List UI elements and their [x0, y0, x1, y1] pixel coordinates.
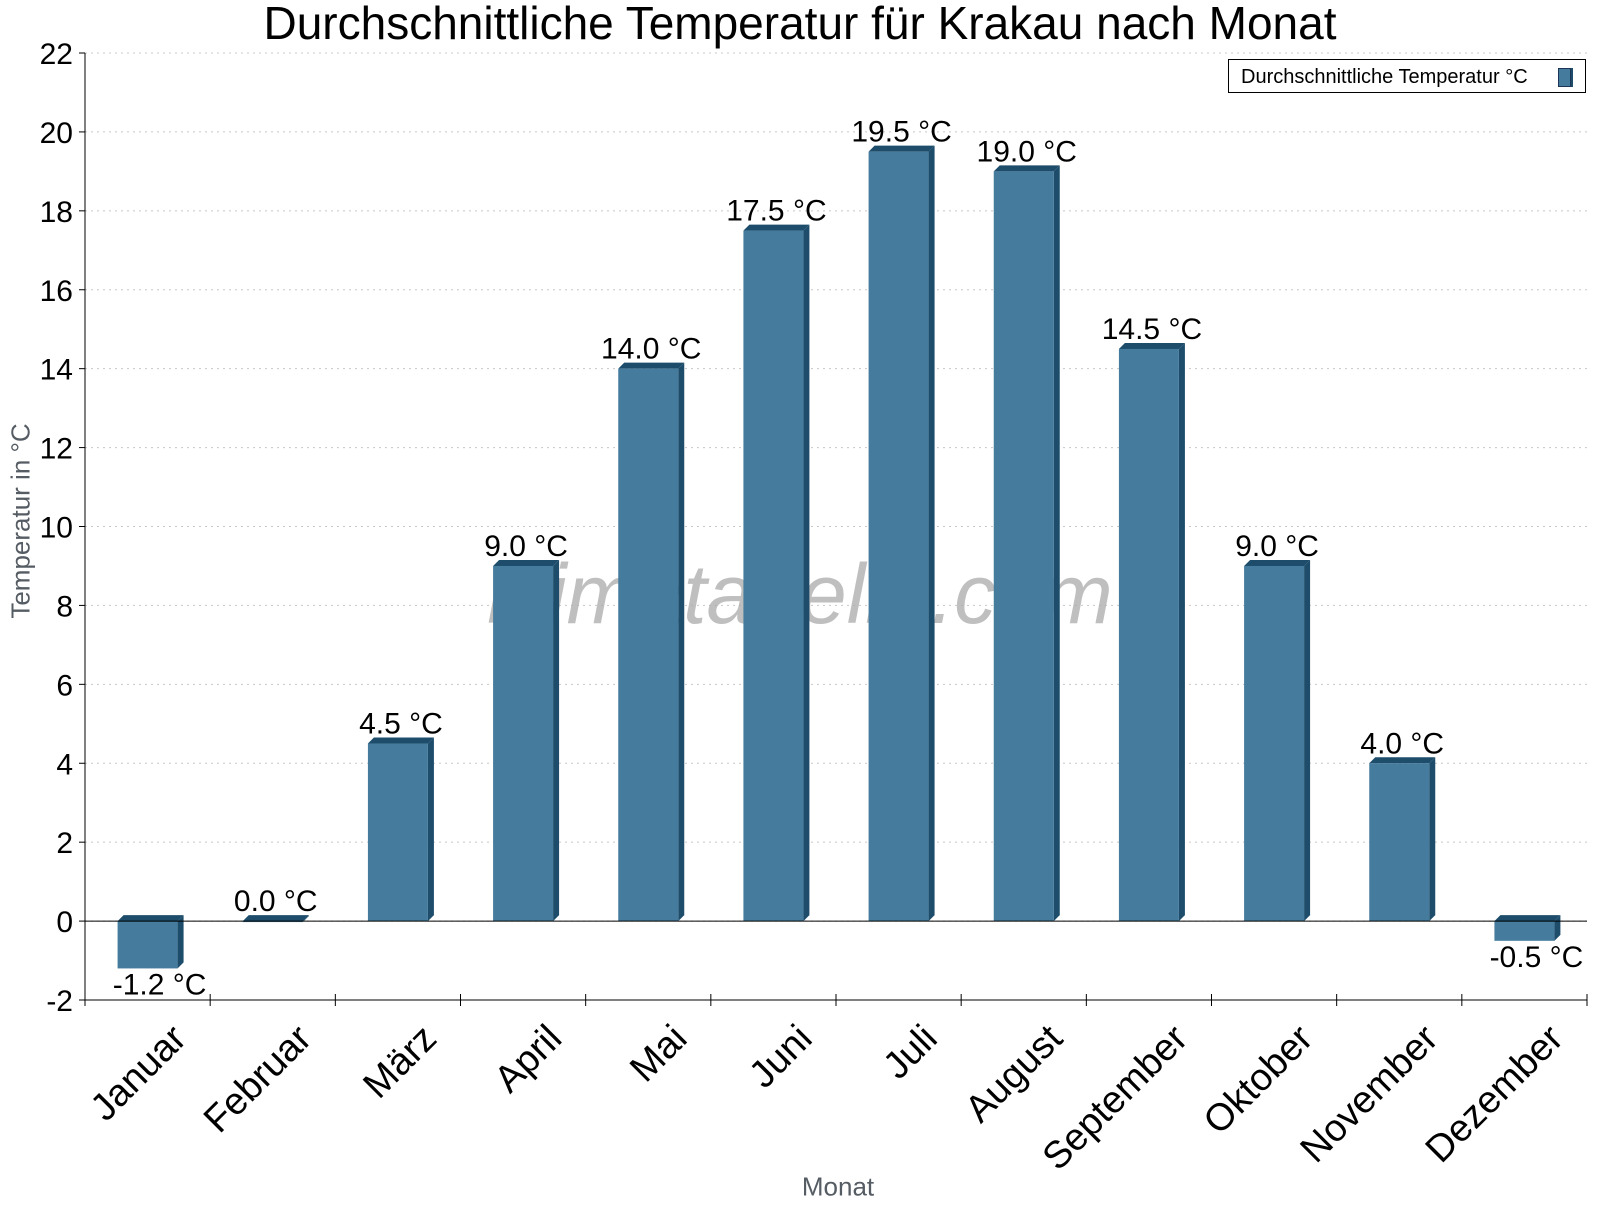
y-tick-label: 10	[40, 512, 73, 545]
x-axis-label: Monat	[801, 1171, 875, 1202]
bar-top	[1118, 342, 1185, 349]
bar	[1118, 348, 1179, 922]
bar-top	[493, 559, 560, 566]
data-label: 19.0 °C	[977, 135, 1077, 168]
data-label: 14.5 °C	[1102, 313, 1202, 346]
y-tick-label: 22	[40, 38, 73, 71]
bar	[493, 565, 554, 922]
bar	[367, 743, 428, 922]
bar-side	[1053, 165, 1060, 922]
bar-top	[868, 145, 935, 152]
y-tick-label: 18	[40, 196, 73, 229]
bar-side	[427, 737, 434, 922]
bar	[618, 368, 679, 922]
data-label: 17.5 °C	[726, 195, 826, 228]
bar-side	[1178, 342, 1185, 922]
data-label: 9.0 °C	[484, 530, 568, 563]
bar-top	[1369, 757, 1436, 764]
bar-dezember	[1494, 915, 1561, 941]
y-tick-label: 12	[40, 433, 73, 466]
bar-august	[993, 165, 1060, 922]
y-tick-label: 0	[56, 906, 73, 939]
bar	[1494, 921, 1555, 941]
x-tick-label: Oktober	[1196, 1017, 1322, 1143]
bar-top	[1244, 559, 1311, 566]
bar-top	[993, 165, 1060, 172]
bar-juli	[868, 145, 935, 922]
x-tick-label: Juli	[876, 1017, 946, 1087]
y-tick-label: 4	[56, 748, 73, 781]
y-tick-label: 16	[40, 275, 73, 308]
data-label: 4.0 °C	[1360, 727, 1444, 760]
bar-märz	[367, 737, 434, 922]
bar	[743, 230, 804, 922]
y-tick-label: -2	[46, 985, 73, 1018]
data-label: 14.0 °C	[601, 333, 701, 366]
bar-top	[743, 224, 810, 231]
x-tick-label: März	[356, 1017, 445, 1106]
x-tick-label: Februar	[196, 1017, 320, 1141]
bar	[117, 921, 178, 969]
bars	[117, 145, 1561, 969]
bar-side	[928, 145, 935, 922]
value-labels: -1.2 °C 0.0 °C 4.5 °C 9.0 °C 14.0 °C 17.5 °C 1…	[113, 116, 1584, 1002]
bar-september	[1118, 342, 1185, 922]
chart-title: Durchschnittliche Temperatur für Krakau …	[263, 0, 1337, 49]
bar-top	[242, 915, 309, 922]
legend-swatch	[1558, 68, 1571, 87]
y-tick-label: 8	[56, 590, 73, 623]
bar-januar	[117, 915, 184, 969]
data-label: -1.2 °C	[113, 968, 207, 1001]
bar-side	[553, 559, 560, 922]
data-label: 4.5 °C	[359, 708, 443, 741]
bar-side	[302, 915, 309, 923]
bar-side	[803, 224, 810, 922]
data-label: 0.0 °C	[234, 885, 318, 918]
legend: Durchschnittliche Temperatur °C	[1228, 59, 1586, 93]
bar-side	[177, 915, 184, 969]
y-tick-label: 14	[40, 354, 73, 387]
bar-top	[618, 362, 685, 369]
bar-november	[1369, 757, 1436, 922]
y-tick-label: 20	[40, 117, 73, 150]
bar	[1369, 763, 1430, 922]
y-tick-label: 6	[56, 669, 73, 702]
x-tick-label: August	[957, 1017, 1071, 1131]
y-tick-label: 2	[56, 827, 73, 860]
bar-mai	[618, 362, 685, 922]
data-label: -0.5 °C	[1490, 941, 1584, 974]
x-tick-label: April	[487, 1017, 570, 1100]
bar-top	[1494, 915, 1561, 922]
grid-lines	[85, 52, 1587, 1001]
bar-oktober	[1244, 559, 1311, 922]
bar	[868, 151, 929, 922]
bar-april	[493, 559, 560, 922]
data-label: 19.5 °C	[851, 116, 951, 149]
y-axis-label: Temperatur in °C	[5, 423, 36, 619]
bar-side	[1429, 757, 1436, 922]
bar	[1244, 565, 1305, 922]
bar	[993, 171, 1054, 922]
data-label: 9.0 °C	[1235, 530, 1319, 563]
legend-label: Durchschnittliche Temperatur °C	[1241, 66, 1528, 88]
x-tick-label: Mai	[622, 1017, 695, 1090]
bar-top	[117, 915, 184, 922]
bar-juni	[743, 224, 810, 922]
x-tick-label: Juni	[741, 1017, 820, 1096]
x-tick-label: Dezember	[1418, 1017, 1572, 1171]
bar-top	[367, 737, 434, 744]
x-tick-label: Januar	[83, 1017, 195, 1129]
bar-side	[678, 362, 685, 922]
bar-side	[1304, 559, 1311, 922]
